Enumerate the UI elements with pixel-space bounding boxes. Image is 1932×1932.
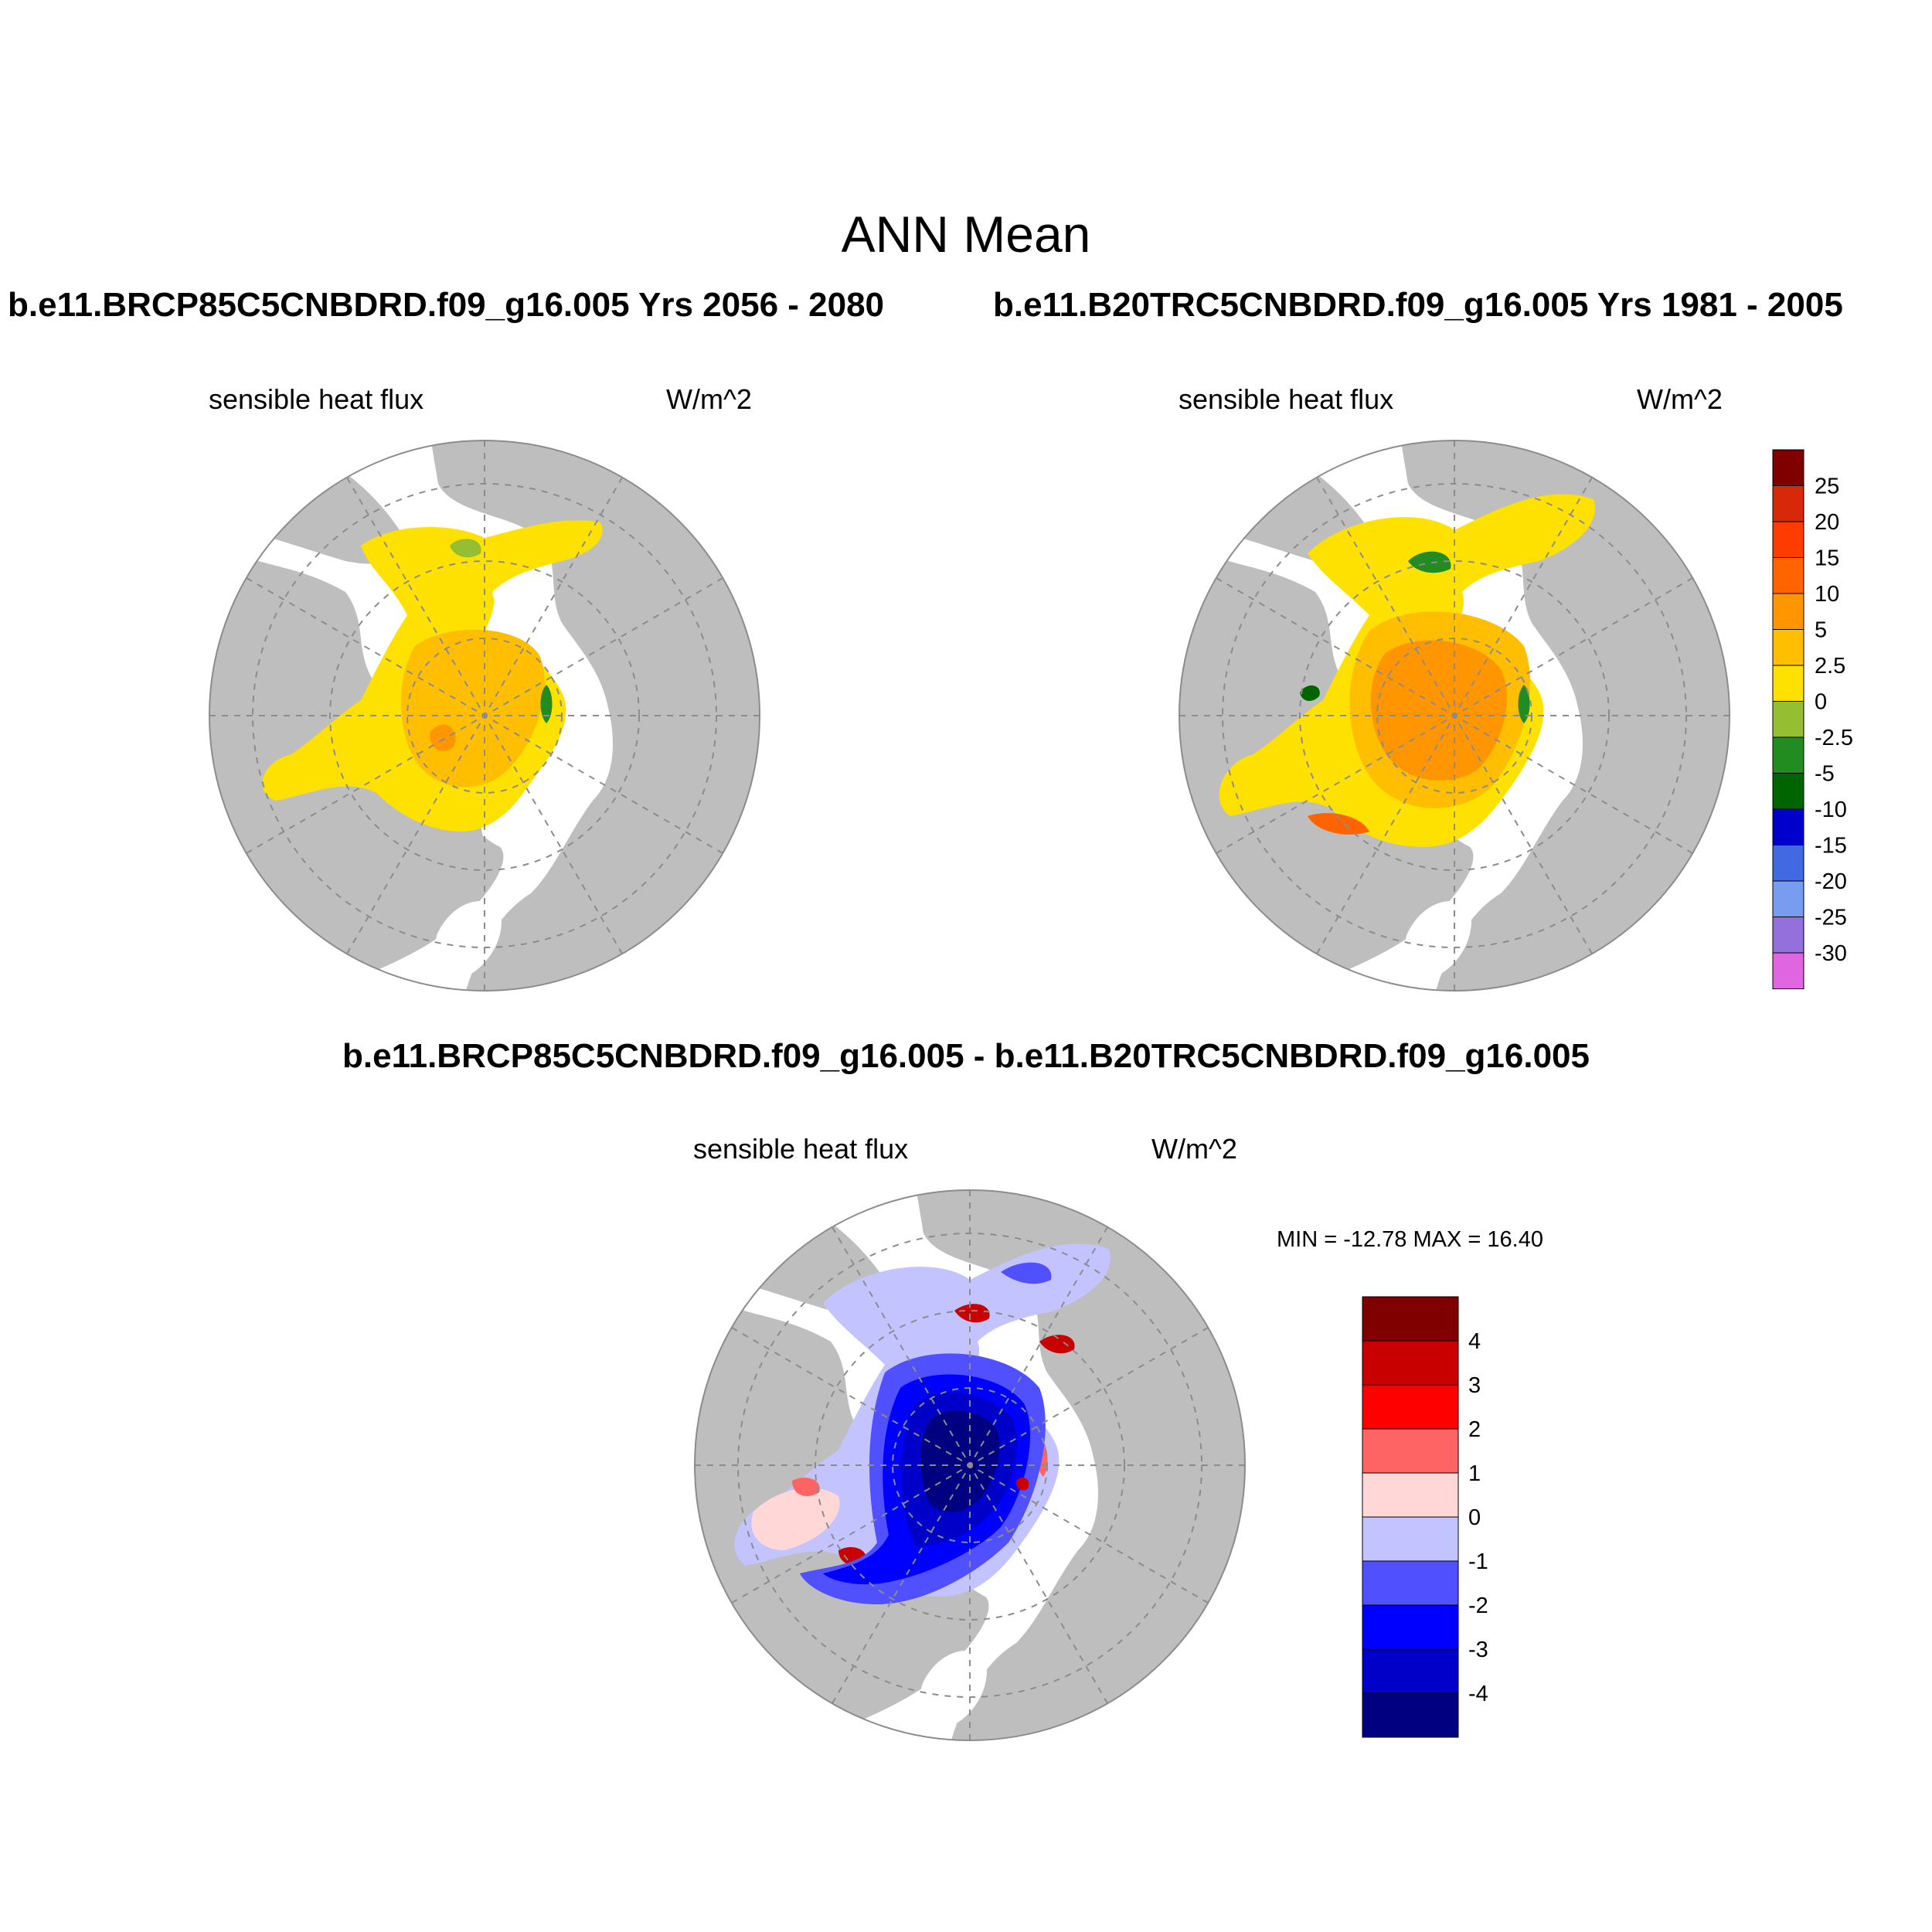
colorbar-difference-swatch [1362, 1340, 1459, 1386]
colorbar-difference-swatch [1362, 1648, 1459, 1694]
map-border-difference [694, 1189, 1246, 1741]
colorbar-difference-tick-label: -3 [1468, 1638, 1488, 1662]
colorbar-main-swatch [1772, 485, 1804, 522]
colorbar-main-tick-label: 2.5 [1815, 654, 1845, 679]
colorbar-main-swatch [1772, 593, 1804, 630]
colorbar-difference-swatch [1362, 1296, 1459, 1342]
graticule-future [209, 440, 760, 991]
colorbar-difference-tick-label: -1 [1468, 1549, 1488, 1574]
colorbar-main-tick-label: 5 [1815, 618, 1827, 643]
colorbar-difference-tick-label: 4 [1468, 1329, 1481, 1354]
colorbar-main-tick-label: 15 [1815, 546, 1839, 571]
colorbar-difference-swatch [1362, 1384, 1459, 1430]
colorbar-main-tick-label: -10 [1815, 798, 1847, 822]
colorbar-main-swatch [1772, 629, 1804, 666]
case-title-future: b.e11.BRCP85C5CNBDRD.f09_g16.005 Yrs 205… [8, 286, 885, 324]
panel-future-variable-label: sensible heat flux [209, 383, 424, 415]
colorbar-difference-tick-label: 1 [1468, 1461, 1481, 1486]
panel-future-units-label: W/m^2 [666, 383, 752, 415]
colorbar-main-swatch [1772, 952, 1804, 989]
colorbar-main-swatch [1772, 880, 1804, 917]
map-panel-future [209, 440, 760, 992]
colorbar-difference-tick-label: 2 [1468, 1417, 1481, 1442]
colorbar-main-swatch [1772, 736, 1804, 774]
panel-historical-units-label: W/m^2 [1637, 383, 1723, 415]
colorbar-difference-swatch [1362, 1472, 1459, 1518]
sea-ice-field-historical [1219, 494, 1595, 847]
difference-field [734, 1243, 1111, 1604]
colorbar-difference-swatch [1362, 1604, 1459, 1650]
colorbar-main-tick-label: 10 [1815, 582, 1839, 607]
panel-difference-units-label: W/m^2 [1151, 1133, 1237, 1165]
colorbar-main-tick-label: -25 [1815, 906, 1847, 930]
colorbar-main-tick-label: -5 [1815, 762, 1835, 787]
colorbar-main-swatch [1772, 845, 1804, 882]
colorbar-main-tick-label: -15 [1815, 834, 1847, 859]
colorbar-main-swatch [1772, 557, 1804, 594]
colorbar-difference-tick-label: 0 [1468, 1505, 1481, 1530]
graticule-historical [1179, 440, 1730, 991]
colorbar-main-tick-label: -30 [1815, 941, 1847, 966]
panel-difference-variable-label: sensible heat flux [693, 1133, 909, 1165]
colorbar-difference-tick-label: -4 [1468, 1682, 1488, 1706]
colorbar-main-swatch [1772, 701, 1804, 738]
map-border-historical [1179, 440, 1730, 992]
panel-historical-variable-label: sensible heat flux [1179, 383, 1394, 415]
colorbar-difference: 4 3 2 1 0 -1 -2 -3 -4 [1362, 1296, 1488, 1738]
colorbar-main-tick-label: 20 [1815, 510, 1839, 535]
colorbar-main-tick-label: -2.5 [1815, 726, 1853, 750]
colorbar-difference-swatch [1362, 1516, 1459, 1562]
difference-title: b.e11.BRCP85C5CNBDRD.f09_g16.005 - b.e11… [342, 1037, 1590, 1075]
colorbar-main-swatch [1772, 773, 1804, 810]
colorbar-main: 25 20 15 10 5 2.5 0 -2.5 -5 -10 -15 -20 -25 -30 [1772, 449, 1853, 989]
colorbar-difference-swatch [1362, 1692, 1459, 1738]
colorbar-main-swatch [1772, 917, 1804, 954]
difference-min-max-stats: MIN = -12.78 MAX = 16.40 [1277, 1227, 1543, 1252]
map-panel-difference [694, 1189, 1246, 1741]
colorbar-main-swatch [1772, 665, 1804, 702]
colorbar-main-tick-label: 0 [1815, 690, 1827, 715]
graticule-difference [695, 1190, 1245, 1740]
colorbar-difference-swatch [1362, 1560, 1459, 1606]
colorbar-difference-swatch [1362, 1428, 1459, 1474]
colorbar-main-tick-label: -20 [1815, 869, 1847, 894]
main-title: ANN Mean [841, 206, 1091, 263]
map-panel-historical [1179, 440, 1730, 992]
colorbar-main-swatch [1772, 449, 1804, 486]
colorbar-main-swatch [1772, 808, 1804, 845]
map-border-future [209, 440, 760, 992]
colorbar-main-tick-label: 25 [1815, 474, 1839, 499]
colorbar-difference-tick-label: -2 [1468, 1594, 1488, 1618]
colorbar-difference-tick-label: 3 [1468, 1373, 1481, 1398]
colorbar-main-swatch [1772, 521, 1804, 558]
case-title-historical: b.e11.B20TRC5CNBDRD.f09_g16.005 Yrs 1981… [993, 286, 1843, 324]
